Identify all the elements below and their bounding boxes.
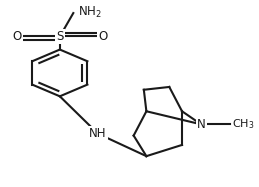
Text: O: O <box>98 30 107 43</box>
Text: O: O <box>12 30 22 43</box>
Text: CH$_3$: CH$_3$ <box>232 117 254 131</box>
Text: NH$_2$: NH$_2$ <box>78 5 102 20</box>
Text: N: N <box>197 118 205 131</box>
Text: NH: NH <box>89 127 107 140</box>
Text: S: S <box>56 30 63 43</box>
